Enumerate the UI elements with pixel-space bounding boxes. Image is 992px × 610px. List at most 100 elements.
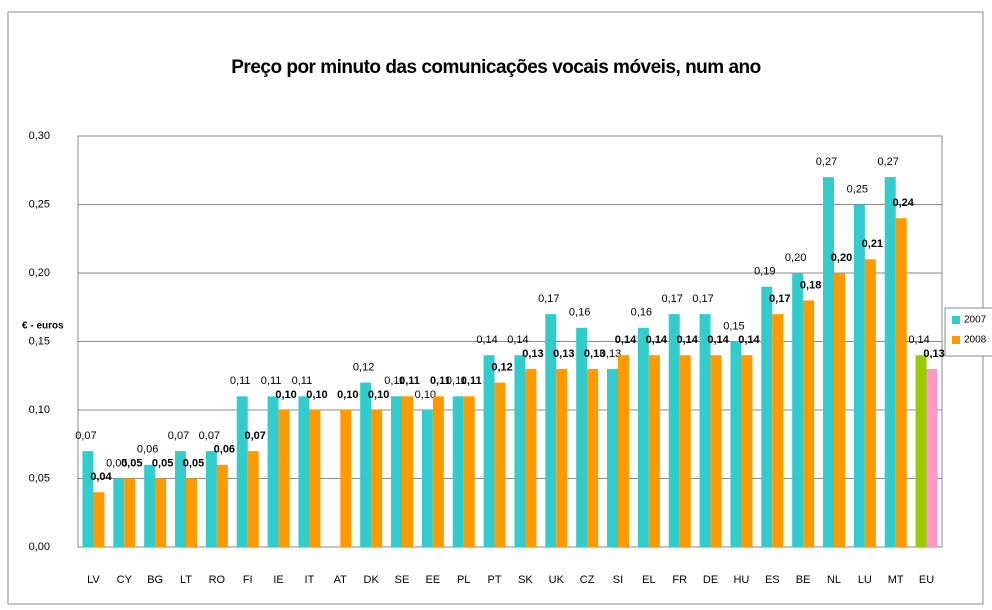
- y-tick-label: 0,30: [29, 130, 50, 142]
- bar: [637, 327, 649, 547]
- bar: [834, 273, 845, 547]
- data-label: 0,11: [461, 375, 482, 387]
- bar: [309, 410, 321, 547]
- bar: [792, 273, 804, 547]
- x-tick-label: BG: [147, 574, 163, 586]
- y-tick-label: 0,05: [29, 472, 50, 484]
- data-label: 0,13: [923, 348, 944, 360]
- x-tick-label: IE: [273, 574, 283, 586]
- x-tick-label: LT: [180, 574, 192, 586]
- data-label: 0,13: [553, 348, 574, 360]
- bar: [556, 368, 568, 547]
- y-tick-label: 0,15: [29, 335, 50, 347]
- data-label: 0,20: [831, 252, 852, 264]
- x-tick-label: SI: [613, 574, 623, 586]
- bar: [679, 355, 691, 547]
- data-label: 0,17: [769, 293, 790, 305]
- data-label: 0,20: [785, 252, 806, 264]
- bar: [216, 464, 228, 547]
- bar: [741, 355, 753, 547]
- data-label: 0,12: [491, 362, 512, 374]
- bar: [298, 396, 310, 547]
- bar: [452, 396, 464, 547]
- data-label: 0,17: [662, 293, 683, 305]
- legend-swatch: [952, 316, 960, 324]
- data-label: 0,11: [292, 375, 313, 387]
- data-label: 0,04: [90, 471, 112, 483]
- data-label: 0,11: [230, 375, 251, 387]
- bar: [463, 396, 475, 547]
- x-tick-label: PL: [457, 574, 470, 586]
- x-tick-label: LV: [87, 574, 100, 586]
- bar: [730, 341, 742, 547]
- bar: [648, 355, 660, 547]
- bar: [668, 314, 680, 547]
- bar: [155, 478, 167, 547]
- data-label: 0,06: [137, 444, 158, 456]
- bar: [483, 355, 495, 547]
- data-label: 0,07: [199, 430, 220, 442]
- data-label: 0,10: [415, 389, 436, 401]
- x-tick-label: ES: [765, 574, 780, 586]
- bar: [93, 492, 105, 547]
- data-label: 0,15: [723, 320, 744, 332]
- bar: [607, 368, 618, 547]
- x-tick-label: FI: [243, 574, 253, 586]
- data-label: 0,27: [878, 156, 899, 168]
- data-label: 0,05: [183, 457, 204, 469]
- x-tick-label: EL: [642, 574, 655, 586]
- data-label: 0,14: [507, 334, 528, 346]
- bar: [699, 314, 711, 547]
- data-label: 0,14: [615, 334, 637, 346]
- y-tick-label: 0,20: [29, 267, 50, 279]
- data-label: 0,14: [646, 334, 668, 346]
- data-label: 0,14: [476, 334, 497, 346]
- data-label: 0,13: [584, 348, 605, 360]
- x-tick-label: HU: [733, 574, 749, 586]
- data-label: 0,27: [816, 156, 837, 168]
- legend-label: 2007: [964, 315, 987, 326]
- data-label: 0,05: [121, 457, 142, 469]
- bar: [525, 368, 537, 547]
- bar: [175, 451, 186, 547]
- bar: [186, 478, 197, 547]
- x-tick-label: IT: [305, 574, 315, 586]
- data-label: 0,07: [168, 430, 189, 442]
- data-label: 0,14: [677, 334, 699, 346]
- legend-swatch: [952, 336, 960, 344]
- bar: [514, 355, 526, 547]
- bar: [926, 368, 938, 547]
- data-label: 0,14: [738, 334, 760, 346]
- bar: [82, 451, 94, 547]
- data-label: 0,11: [384, 375, 405, 387]
- x-tick-label: AT: [334, 574, 348, 586]
- data-label: 0,05: [106, 457, 127, 469]
- y-tick-label: 0,00: [29, 541, 50, 553]
- x-tick-label: EE: [426, 574, 441, 586]
- bar: [371, 410, 383, 547]
- data-label: 0,21: [862, 238, 883, 250]
- bar: [360, 382, 372, 547]
- bar: [761, 286, 773, 547]
- x-tick-label: MT: [888, 574, 904, 586]
- bar: [545, 314, 557, 547]
- bar: [618, 355, 629, 547]
- bar: [267, 396, 279, 547]
- x-tick-label: SE: [395, 574, 410, 586]
- data-label: 0,13: [600, 348, 621, 360]
- bar: [853, 204, 865, 547]
- data-label: 0,10: [275, 389, 296, 401]
- bar: [340, 410, 352, 547]
- bar: [402, 396, 413, 547]
- x-tick-label: SK: [518, 574, 533, 586]
- x-tick-label: RO: [209, 574, 226, 586]
- x-tick-label: BE: [796, 574, 811, 586]
- data-label: 0,05: [152, 457, 173, 469]
- x-tick-label: LU: [858, 574, 872, 586]
- x-tick-label: CZ: [580, 574, 595, 586]
- x-tick-label: EU: [919, 574, 934, 586]
- bar: [895, 218, 907, 547]
- data-label: 0,14: [908, 334, 929, 346]
